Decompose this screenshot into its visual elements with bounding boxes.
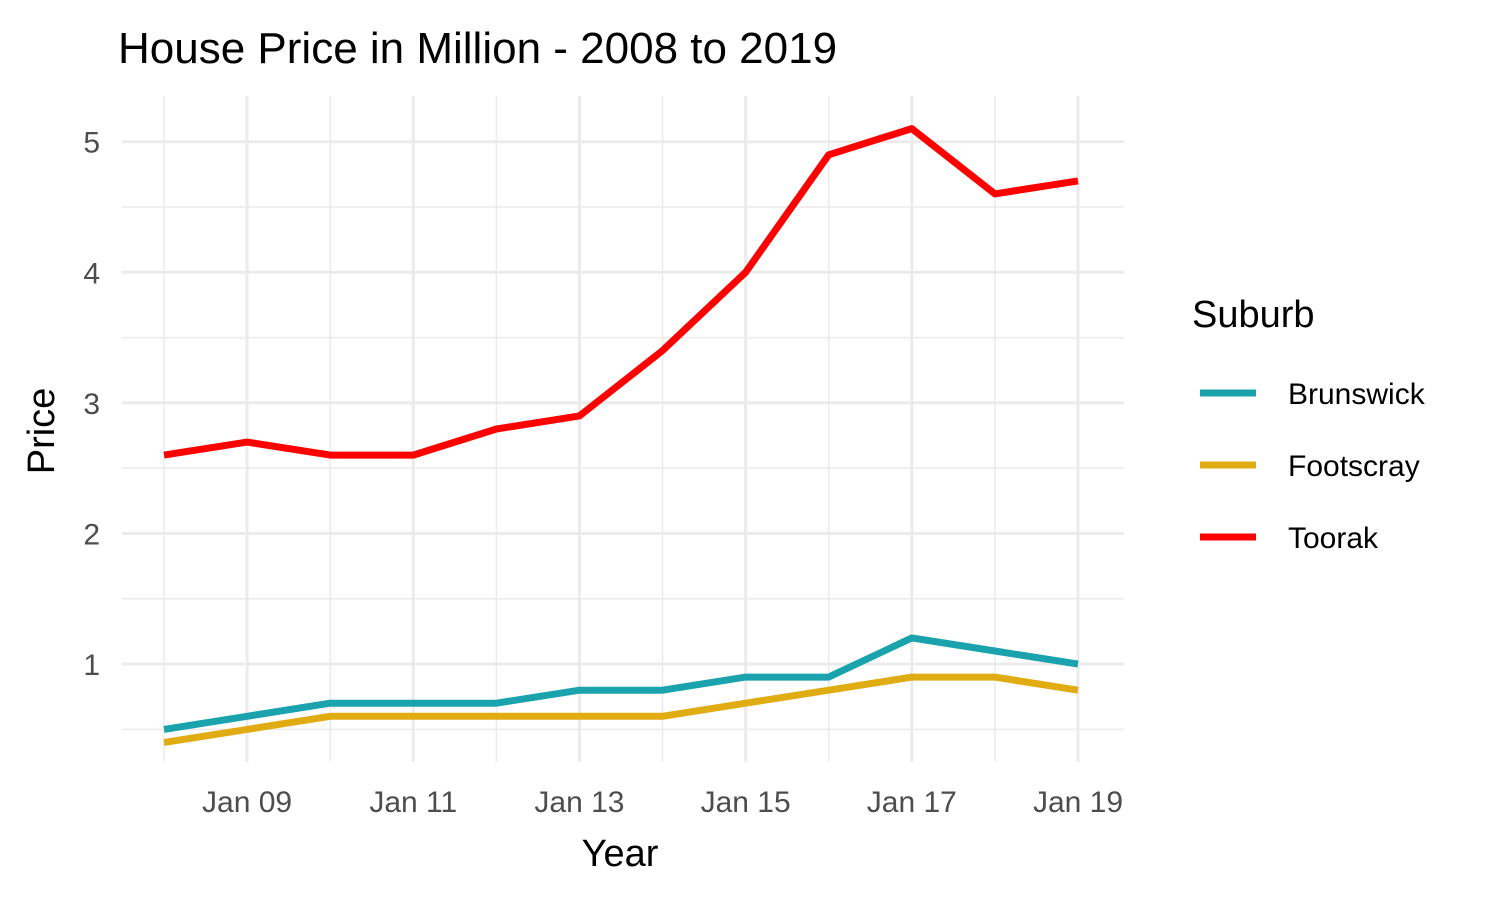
series-lines <box>163 125 1079 746</box>
series-line-footscray <box>163 673 1079 746</box>
legend-items: Brunswick Footscray Toorak <box>1200 378 1426 555</box>
chart-title: House Price in Million - 2008 to 2019 <box>118 24 837 73</box>
y-tick-label: 1 <box>83 649 100 682</box>
minor-gridlines-x <box>163 96 996 762</box>
y-tick-label: 5 <box>83 127 100 160</box>
x-tick-label: Jan 11 <box>369 786 457 819</box>
y-axis-title: Price <box>21 388 63 475</box>
series-line-toorak <box>163 125 1079 459</box>
x-tick-label: Jan 15 <box>701 786 791 819</box>
legend-item-toorak: Toorak <box>1200 522 1379 555</box>
series-line-brunswick <box>163 634 1079 733</box>
x-tick-label: Jan 19 <box>1033 786 1123 819</box>
legend-label: Toorak <box>1288 522 1379 555</box>
x-axis-tick-labels: Jan 09 Jan 11 Jan 13 Jan 15 Jan 17 Jan 19 <box>202 786 1123 819</box>
legend-label: Footscray <box>1288 450 1420 483</box>
y-tick-label: 2 <box>83 518 100 551</box>
y-axis-tick-labels: 1 2 3 4 5 <box>83 127 100 682</box>
plot-area <box>122 96 1124 762</box>
legend-item-brunswick: Brunswick <box>1200 378 1426 411</box>
legend: Suburb Brunswick Footscray Toorak <box>1192 294 1426 555</box>
y-tick-label: 3 <box>83 388 100 421</box>
major-gridlines-y <box>122 140 1124 666</box>
x-axis-title: Year <box>582 833 659 875</box>
minor-gridlines-y <box>122 206 1124 731</box>
legend-title: Suburb <box>1192 294 1315 336</box>
y-tick-label: 4 <box>83 257 100 290</box>
x-tick-label: Jan 09 <box>202 786 292 819</box>
x-tick-label: Jan 17 <box>867 786 957 819</box>
legend-label: Brunswick <box>1288 378 1426 411</box>
legend-item-footscray: Footscray <box>1200 450 1420 483</box>
major-gridlines-x <box>245 96 1080 762</box>
x-tick-label: Jan 13 <box>534 786 624 819</box>
